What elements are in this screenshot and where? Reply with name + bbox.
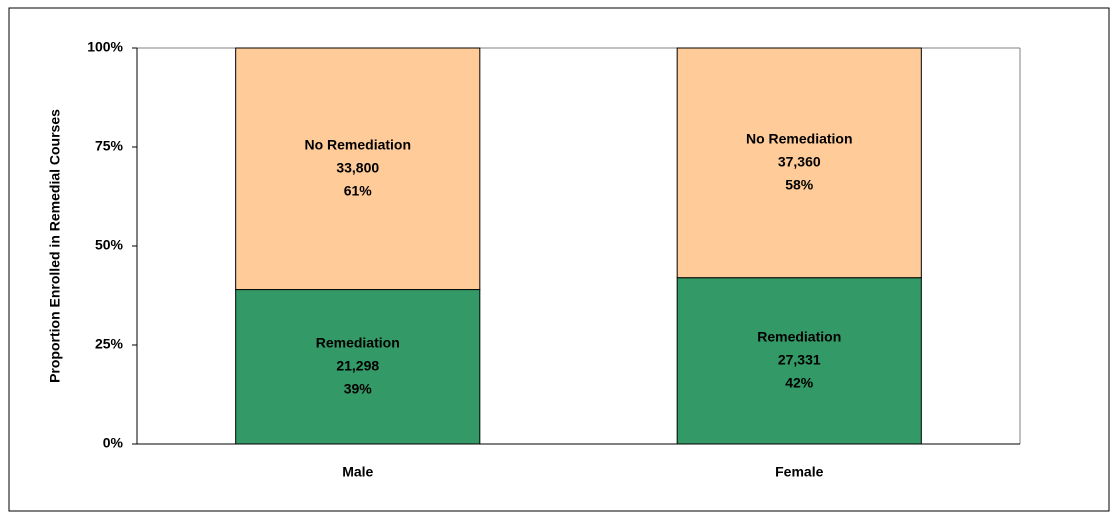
y-axis-label: Proportion Enrolled in Remedial Courses [47,109,63,383]
segment-count: 27,331 [778,352,821,368]
segment-percent: 61% [344,182,373,198]
y-tick-label: 100% [87,39,123,55]
y-tick-label: 75% [95,138,124,154]
segment-count: 37,360 [778,154,821,170]
segment-name: Remediation [316,334,400,350]
x-tick-label: Male [342,464,373,480]
segment-name: No Remediation [304,136,411,152]
segment-count: 33,800 [336,159,379,175]
segment-percent: 39% [344,380,373,396]
segment-count: 21,298 [336,357,379,373]
bar-segment [676,47,922,279]
y-tick-label: 25% [95,336,124,352]
y-tick-label: 0% [103,435,124,451]
bar-segment [235,47,481,291]
segment-name: No Remediation [746,131,853,147]
y-tick-label: 50% [95,237,124,253]
segment-percent: 58% [785,177,814,193]
segment-percent: 42% [785,375,814,391]
segment-name: Remediation [757,329,841,345]
x-tick-label: Female [775,464,823,480]
chart-frame [8,7,1110,512]
bar-segment [676,277,922,445]
